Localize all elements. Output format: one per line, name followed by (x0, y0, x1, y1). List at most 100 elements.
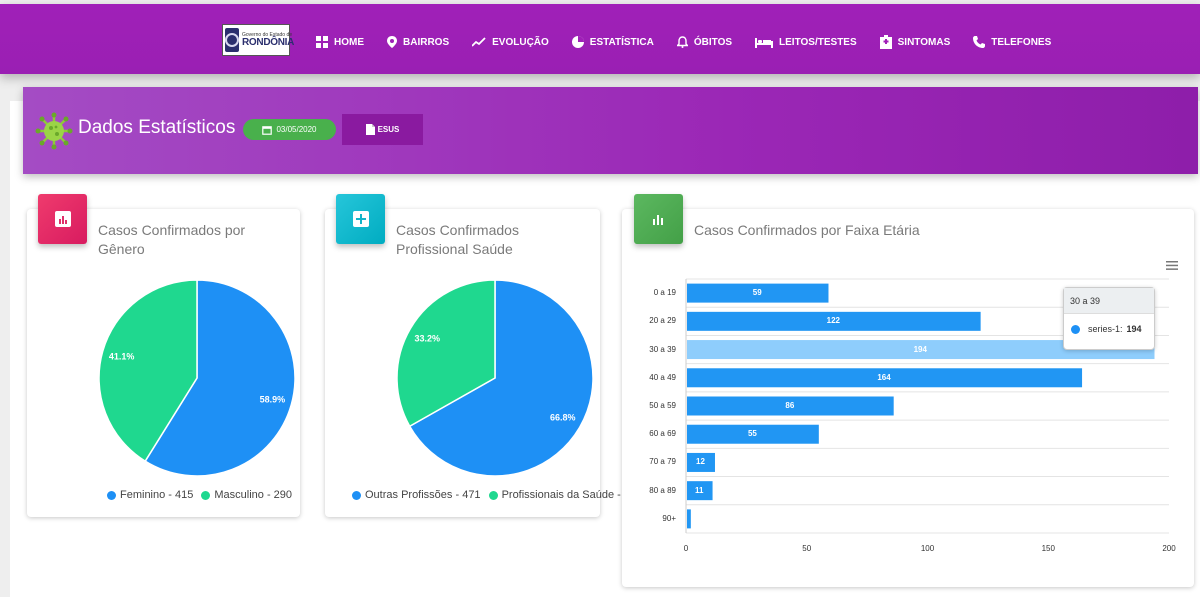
page-title: Dados Estatísticos (78, 117, 236, 138)
nav-evolucao-label: EVOLUÇÃO (492, 36, 549, 48)
nav-estatistica[interactable]: ESTATÍSTICA (571, 34, 654, 50)
calendar-icon (262, 125, 273, 135)
nav-home[interactable]: HOME (316, 34, 364, 50)
legend-dot-saude (488, 490, 498, 500)
bar-chart-icon-green (652, 215, 663, 225)
category-label: 50 a 59 (649, 401, 676, 410)
x-tick-label: 200 (1162, 544, 1176, 553)
pie-slice-feminino[interactable] (144, 279, 296, 477)
nav-sintomas[interactable]: SINTOMAS (879, 34, 951, 50)
bar-chart-icon (54, 211, 71, 227)
pie-label-outras-profissoes: 66.8% (550, 413, 576, 423)
esus-label: ESUS (377, 125, 400, 134)
bar-value-label: 164 (877, 372, 891, 382)
gender-legend: Feminino - 415 Masculino - 290 (107, 489, 297, 501)
nav-obitos-label: ÓBITOS (693, 36, 733, 48)
age-card-title: Casos Confirmados por Faixa Etária (694, 222, 920, 238)
map-pin-icon (387, 36, 397, 48)
phone-icon (973, 36, 986, 48)
nav-obitos[interactable]: ÓBITOS (676, 34, 733, 50)
logo-line2: RONDÔNIA (242, 36, 295, 48)
bar-value-label: 11 (695, 485, 704, 495)
gender-title-line2: Gênero (98, 241, 145, 257)
nav-evolucao[interactable]: EVOLUÇÃO (472, 34, 549, 50)
nav-leitos[interactable]: LEITOS/TESTES (755, 34, 857, 50)
category-label: 70 a 79 (649, 457, 676, 467)
pie-label-feminino: 58.9% (260, 395, 286, 405)
medical-plus-icon (352, 211, 369, 227)
bar-value-label: 194 (913, 344, 927, 354)
date-value: 03/05/2020 (276, 125, 317, 134)
pie-slice-masculino[interactable] (98, 279, 198, 463)
pie-slice-profissionais-saude[interactable] (396, 279, 496, 428)
gender-pie-chart: 58.9% 41.1% (98, 279, 296, 477)
document-icon (365, 124, 375, 135)
tooltip-series-dot (1071, 324, 1080, 334)
nav-telefones[interactable]: TELEFONES (973, 34, 1051, 50)
gender-card-title: Casos Confirmados por Gênero (98, 221, 288, 259)
legend-feminino[interactable]: Feminino - 415 (107, 489, 193, 501)
top-navbar: Governo do Estado de RONDÔNIA HOME BAIRR… (0, 4, 1200, 74)
logo-line1: Governo do Estado de (242, 31, 293, 38)
category-label: 30 a 39 (649, 344, 676, 354)
pie-label-profissionais-saude: 33.2% (415, 333, 441, 343)
gender-title-line1: Casos Confirmados por (98, 222, 246, 238)
nav-sintomas-label: SINTOMAS (897, 36, 951, 48)
tooltip-series-name: series-1: (1088, 324, 1123, 334)
stats-header (23, 87, 1198, 174)
virus-icon (35, 112, 73, 150)
gender-card-icon (38, 194, 87, 244)
legend-outras-text: Outras Profissões - 471 (365, 489, 481, 501)
x-tick-label: 0 (683, 544, 689, 553)
nav-telefones-label: TELEFONES (991, 36, 1052, 48)
legend-masculino-text: Masculino - 290 (214, 489, 293, 501)
category-label: 40 a 49 (649, 372, 676, 382)
category-label: 60 a 69 (649, 429, 676, 439)
legend-feminino-text: Feminino - 415 (120, 489, 194, 501)
bar-value-label: 122 (826, 316, 840, 326)
age-card (622, 209, 1194, 587)
bar-value-label: 12 (696, 457, 705, 467)
rondonia-logo[interactable]: Governo do Estado de RONDÔNIA (222, 24, 294, 56)
bar-value-label: 55 (747, 429, 757, 439)
legend-dot-outras (352, 490, 361, 500)
legend-outras[interactable]: Outras Profissões - 471 (352, 489, 481, 501)
esus-source-button[interactable]: ESUS (342, 114, 423, 145)
x-tick-label: 150 (1041, 544, 1055, 553)
legend-masculino[interactable]: Masculino - 290 (201, 489, 292, 501)
grid-icon (316, 36, 328, 48)
trend-icon (472, 37, 486, 47)
health-title-line2: Profissional Saúde (396, 241, 513, 257)
legend-dot-feminino (107, 490, 116, 500)
date-badge[interactable]: 03/05/2020 (243, 119, 336, 140)
bar-value-label: 86 (785, 401, 795, 410)
category-label: 90+ (662, 513, 676, 523)
x-tick-label: 50 (802, 544, 812, 553)
health-card-title: Casos Confirmados Profissional Saúde (396, 221, 586, 259)
health-legend: Outras Profissões - 471 Profissionais da… (352, 489, 622, 501)
state-seal-icon (225, 28, 239, 52)
chart-menu-icon[interactable] (1166, 261, 1178, 270)
pie-label-masculino: 41.1% (109, 351, 135, 361)
x-tick-label: 100 (920, 544, 935, 553)
pie-slice-outras-profissoes[interactable] (408, 279, 594, 477)
health-pie-chart: 66.8% 33.2% (396, 279, 594, 477)
nav-home-label: HOME (334, 36, 364, 48)
nav-estatistica-label: ESTATÍSTICA (589, 36, 654, 48)
pie-icon (571, 36, 584, 48)
nav-leitos-label: LEITOS/TESTES (779, 36, 857, 48)
nav-menu: HOME BAIRROS EVOLUÇÃO ESTATÍSTICA ÓBITOS… (316, 34, 1074, 50)
chart-tooltip: 30 a 39 series-1: 194 (1063, 287, 1155, 350)
category-label: 0 a 19 (653, 288, 676, 298)
legend-saude[interactable]: Profissionais da Saúde - 2 (488, 489, 622, 501)
nav-bairros-label: BAIRROS (403, 36, 450, 48)
bar-value-label: 59 (752, 288, 762, 298)
hospital-icon (879, 35, 892, 49)
bed-icon (755, 38, 774, 48)
legend-saude-text: Profissionais da Saúde - 2 (501, 489, 622, 501)
category-label: 20 a 29 (649, 316, 676, 326)
tooltip-title: 30 a 39 (1064, 288, 1154, 314)
category-label: 80 a 89 (649, 485, 676, 495)
health-card-icon (336, 194, 385, 244)
nav-bairros[interactable]: BAIRROS (387, 34, 449, 50)
